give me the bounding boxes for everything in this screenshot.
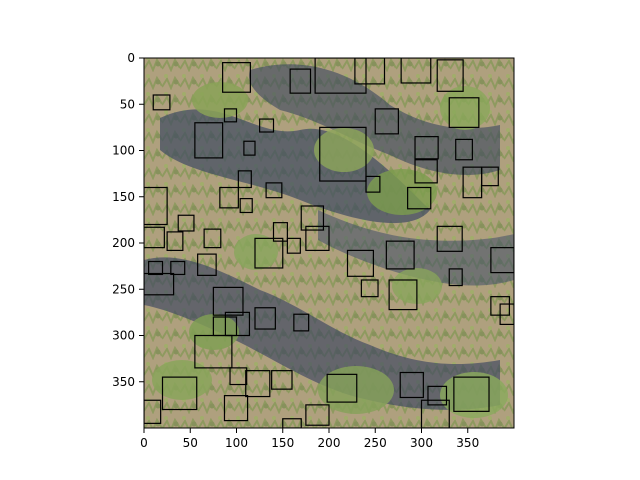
bounding-box (144, 226, 165, 249)
bounding-box (407, 186, 432, 210)
bounding-box (272, 222, 288, 242)
bounding-box (224, 311, 251, 337)
bounding-box (245, 370, 271, 398)
bounding-box (420, 399, 450, 428)
bounding-box (360, 279, 379, 298)
bounding-box (319, 126, 367, 182)
bounding-box (170, 260, 186, 276)
y-tick-label: 100 (112, 144, 135, 158)
y-tick-label: 300 (112, 329, 135, 343)
bounding-box (254, 307, 276, 330)
bounding-box (254, 237, 284, 269)
bounding-box (166, 231, 184, 251)
x-tick-label: 200 (318, 436, 341, 450)
vegetation-patch (367, 169, 437, 215)
bounding-box (259, 118, 275, 133)
bounding-box (427, 385, 448, 406)
bounding-box (161, 376, 198, 411)
bounding-box (499, 303, 514, 325)
bounding-box (385, 240, 415, 270)
bounding-box (289, 68, 312, 94)
bounding-box (300, 205, 325, 231)
bounding-box (144, 272, 175, 296)
bounding-box (282, 418, 302, 428)
bounding-box (152, 94, 171, 111)
bounding-box (203, 228, 222, 249)
shadow-band-3 (144, 257, 500, 410)
bounding-box (365, 175, 381, 193)
x-tick-label: 250 (364, 436, 387, 450)
bounding-box (448, 97, 480, 128)
shadow-band-2 (249, 64, 500, 175)
x-tick-label: 300 (410, 436, 433, 450)
x-tick-label: 350 (456, 436, 479, 450)
bounding-box (223, 395, 249, 422)
y-tick-label: 250 (112, 282, 135, 296)
bounding-box (436, 59, 464, 92)
vegetation-patch (192, 82, 248, 118)
bounding-box (222, 62, 251, 93)
y-tick-label: 350 (112, 375, 135, 389)
bounding-box (212, 286, 244, 316)
bounding-box (305, 404, 330, 426)
bounding-box (177, 214, 195, 232)
bounding-box (400, 58, 432, 84)
vegetation-patch (440, 372, 508, 418)
bounding-box (197, 253, 217, 276)
bounding-box (399, 371, 424, 399)
vegetation-patch (234, 234, 278, 270)
bounding-box (265, 182, 283, 199)
bounding-box (223, 108, 238, 123)
bounding-box (414, 159, 438, 184)
bounding-box (436, 225, 463, 252)
bounding-box (305, 225, 330, 252)
y-tick-label: 0 (127, 51, 135, 65)
bounding-box (453, 376, 490, 412)
y-tick-label: 200 (112, 236, 135, 250)
vegetation-patches (152, 82, 508, 418)
bounding-box (229, 367, 248, 386)
bounding-box (293, 313, 310, 332)
bounding-box (148, 260, 164, 276)
vegetation-patch (314, 128, 374, 172)
shadow-band-4 (318, 210, 514, 286)
bounding-box (414, 136, 439, 160)
x-tick-label: 100 (225, 436, 248, 450)
bounding-box-layer (144, 58, 514, 428)
bounding-box (314, 58, 367, 94)
bounding-box (326, 373, 358, 403)
bounding-box (388, 279, 418, 311)
bounding-box (144, 399, 162, 424)
bounding-box (194, 334, 233, 369)
bounding-box (194, 122, 224, 159)
x-tick-label: 50 (183, 436, 198, 450)
bounding-box (481, 166, 499, 187)
x-axis: 0 50 100 150 200 250 300 350 (140, 428, 479, 450)
bounding-box (144, 186, 168, 226)
bounding-box (219, 186, 239, 209)
y-axis: 0 50 100 150 200 250 300 350 (112, 51, 144, 389)
photo-panel (144, 58, 514, 428)
bounding-box (237, 170, 252, 189)
vegetation-patch (152, 360, 212, 400)
bounding-box (286, 237, 301, 254)
bounding-box (346, 249, 374, 277)
bounding-box (243, 140, 256, 156)
y-tick-label: 50 (120, 97, 135, 111)
x-tick-label: 150 (271, 436, 294, 450)
y-tick-label: 150 (112, 190, 135, 204)
bounding-box (271, 370, 293, 390)
bounding-box (239, 198, 253, 214)
vegetation-patch (440, 86, 490, 130)
x-tick-label: 0 (140, 436, 148, 450)
bounding-box (354, 58, 386, 85)
vegetation-patch (189, 314, 239, 350)
bounding-box (455, 138, 473, 161)
bounding-box (448, 268, 463, 287)
bounding-box (490, 247, 514, 274)
shadow-band-1 (160, 109, 430, 224)
bounding-box (374, 108, 399, 135)
